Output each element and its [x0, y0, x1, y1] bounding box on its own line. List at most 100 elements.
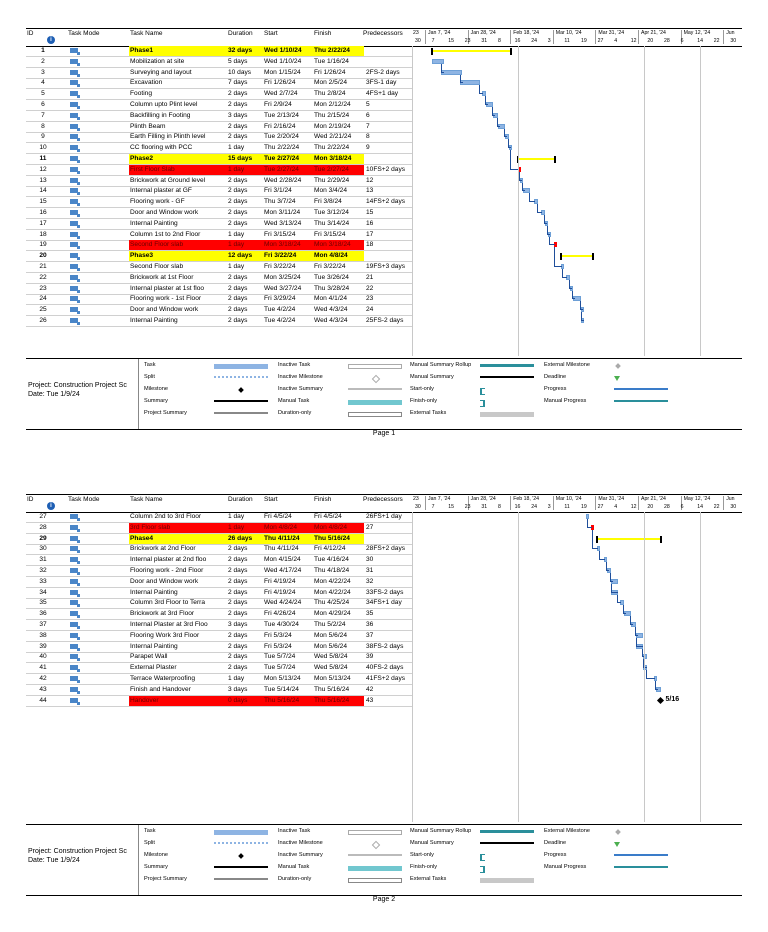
task-name: Column 3rd Floor to Terra [130, 599, 206, 607]
header-duration: Duration [228, 30, 253, 37]
task-duration: 3 days [228, 111, 248, 119]
table-row[interactable]: 12 First Floor Slab 1 day Tue 2/27/24 Tue 2/… [26, 164, 412, 176]
table-row[interactable]: 6 Column upto Plint level 2 days Fri 2/9/24… [26, 100, 412, 111]
table-row[interactable]: 25 Door and Window work 2 days Tue 4/2/24 We… [26, 305, 412, 317]
table-row[interactable]: 26 Internal Painting 2 days Tue 4/2/24 Wed 4… [26, 316, 412, 327]
task-finish: Thu 5/16/24 [314, 534, 350, 542]
task-finish: Mon 5/13/24 [314, 675, 351, 682]
task-start: Wed 2/7/24 [264, 90, 298, 98]
legend-symbol [348, 830, 402, 835]
table-row[interactable]: 11 Phase2 15 days Tue 2/27/24 Mon 3/18/24 [26, 154, 412, 165]
table-row[interactable]: 40 Parapet Wall 2 days Tue 5/7/24 Wed 5/8/24… [26, 652, 412, 664]
table-row[interactable]: 35 Column 3rd Floor to Terra 2 days Wed 4/2… [26, 598, 412, 610]
table-row[interactable]: 32 Flooring work - 2nd Floor 2 days Wed 4/1… [26, 566, 412, 577]
auto-schedule-icon [70, 632, 80, 640]
table-row[interactable]: 33 Door and Window work 2 days Fri 4/19/24 M… [26, 577, 412, 588]
auto-schedule-icon [70, 102, 80, 109]
timescale-day: 30 [415, 504, 421, 510]
table-row[interactable]: 18 Column 1st to 2nd Floor 1 day Fri 3/15/2… [26, 230, 412, 241]
table-row[interactable]: 37 Internal Plaster at 3rd Floo 3 days Tue … [26, 620, 412, 631]
table-row[interactable]: 22 Brickwork at 1st Floor 2 days Mon 3/25/2… [26, 273, 412, 284]
legend-label: Manual Summary [410, 840, 454, 846]
table-row[interactable]: 38 Flooring Work 3rd Floor 2 days Fri 5/3/2… [26, 631, 412, 642]
table-row[interactable]: 14 Internal plaster at GF 2 days Fri 3/1/24… [26, 186, 412, 198]
table-row[interactable]: 5 Footing 2 days Wed 2/7/24 Thu 2/8/24 4FS+1 … [26, 89, 412, 101]
table-row[interactable]: 19 Second Floor slab 1 day Mon 3/18/24 Mon 3… [26, 240, 412, 252]
table-row[interactable]: 44 Handover 0 days Thu 5/16/24 Thu 5/16/24 43 [26, 695, 412, 707]
table-row[interactable]: 43 Finish and Handover 3 days Tue 5/14/24 Th… [26, 685, 412, 696]
timescale-day: 16 [514, 38, 521, 44]
table-row[interactable]: 15 Flooring work - GF 2 days Thu 3/7/24 Fri … [26, 197, 412, 209]
timeline-gridline [518, 46, 519, 356]
timescale-day: 23 [464, 504, 471, 510]
timescale: 23 Jan 7, '24 Jan 28, '24 Feb 18, '24 Mar 10… [412, 495, 742, 512]
table-row[interactable]: 42 Terrace Waterproofing 1 day Mon 5/13/24 M… [26, 674, 412, 685]
dependency-link [599, 551, 605, 561]
table-row[interactable]: 30 Brickwork at 2nd Floor 2 days Thu 4/11/2… [26, 544, 412, 556]
task-finish: Thu 2/29/24 [314, 176, 350, 184]
table-row[interactable]: 24 Flooring work - 1st Floor 2 days Fri 3/2… [26, 294, 412, 306]
task-name: Mobilization at site [130, 57, 185, 65]
table-row[interactable]: 31 Internal plaster at 2nd floo 2 days Mon … [26, 555, 412, 567]
task-predecessors: 22 [366, 284, 374, 292]
table-row[interactable]: 34 Internal Painting 2 days Fri 4/19/24 Mon … [26, 588, 412, 599]
task-id: 29 [39, 534, 47, 542]
table-row[interactable]: 29 Phase4 26 days Thu 4/11/24 Thu 5/16/24 [26, 533, 412, 545]
task-finish: Fri 4/12/24 [314, 545, 346, 553]
task-start: Tue 4/2/24 [264, 317, 296, 324]
critical-task-bar [517, 166, 521, 172]
summary-bar [560, 255, 594, 258]
task-finish: Mon 3/18/24 [314, 241, 351, 249]
table-row[interactable]: 21 Second Floor slab 1 day Fri 3/22/24 Fri 3… [26, 262, 412, 273]
table-row[interactable]: 20 Phase3 12 days Fri 3/22/24 Mon 4/8/24 [26, 251, 412, 263]
timeline-gridline [412, 512, 413, 822]
table-row[interactable]: 23 Internal plaster at 1st floo 2 days Wed … [26, 284, 412, 295]
task-duration: 2 days [228, 295, 248, 303]
task-name: Parapet Wall [130, 653, 168, 661]
table-row[interactable]: 7 Backfilling in Footing 3 days Tue 2/13/24… [26, 111, 412, 122]
timescale-day: 15 [448, 504, 454, 510]
task-start: Wed 2/28/24 [264, 176, 302, 184]
dependency-link [611, 583, 619, 593]
task-predecessors: 32 [366, 577, 374, 585]
task-id: 1 [41, 47, 45, 54]
legend-label: External Tasks [410, 410, 447, 416]
task-duration: 2 days [228, 577, 248, 585]
task-predecessors: 2FS-2 days [366, 68, 400, 76]
task-predecessors: 21 [366, 273, 374, 281]
timescale-day: 19 [581, 504, 587, 510]
timescale-divider [425, 30, 426, 44]
dependency-link [617, 594, 622, 604]
task-finish: Tue 3/26/24 [314, 273, 349, 281]
legend-symbol [480, 878, 534, 883]
dependency-link [606, 562, 610, 571]
table-row[interactable]: 27 Column 2nd to 3rd Floor 1 day Fri 4/5/24… [26, 512, 412, 523]
table-row[interactable]: 36 Brickwork at 3rd Floor 2 days Fri 4/26/2… [26, 609, 412, 621]
auto-schedule-icon [70, 665, 80, 673]
table-row[interactable]: 10 CC flooring with PCC 1 day Thu 2/22/24 Th… [26, 143, 412, 155]
legend-label: Inactive Task [278, 362, 311, 368]
table-row[interactable]: 39 Internal Painting 2 days Fri 5/3/24 Mon 5… [26, 642, 412, 653]
project-date: Date: Tue 1/9/24 [28, 857, 80, 864]
legend-symbol [614, 376, 620, 381]
legend-symbol [238, 387, 244, 393]
task-id: 19 [39, 241, 47, 249]
table-row[interactable]: 16 Door and Window work 2 days Mon 3/11/24 T… [26, 208, 412, 219]
timeline-gridline [644, 46, 645, 356]
table-row[interactable]: 28 3rd Floor slab 1 day Mon 4/8/24 Mon 4/8/2… [26, 522, 412, 534]
table-row[interactable]: 2 Mobilization at site 5 days Wed 1/10/24 Tu… [26, 57, 412, 68]
table-row[interactable]: 41 External Plaster 2 days Tue 5/7/24 Wed 5/… [26, 663, 412, 675]
table-row[interactable]: 1 Phase1 32 days Wed 1/10/24 Thu 2/22/24 [26, 46, 412, 57]
table-row[interactable]: 9 Earth Filling in Plinth level 2 days Tue … [26, 132, 412, 144]
table-row[interactable]: 17 Internal Painting 2 days Wed 3/13/24 Thu … [26, 219, 412, 230]
task-name: Door and Window work [130, 209, 199, 216]
task-name: External Plaster [130, 664, 177, 672]
table-row[interactable]: 3 Surveying and layout 10 days Mon 1/15/24 F… [26, 68, 412, 79]
task-duration: 1 day [228, 523, 245, 531]
task-id: 3 [41, 68, 45, 76]
legend-label: Milestone [144, 852, 168, 858]
table-row[interactable]: 8 Plinth Beam 2 days Fri 2/16/24 Mon 2/19/24… [26, 122, 412, 133]
table-row[interactable]: 4 Excavation 7 days Fri 1/26/24 Mon 2/5/24 3F… [26, 78, 412, 90]
auto-schedule-icon [70, 600, 80, 608]
table-row[interactable]: 13 Brickwork at Ground level 2 days Wed 2/2… [26, 176, 412, 187]
